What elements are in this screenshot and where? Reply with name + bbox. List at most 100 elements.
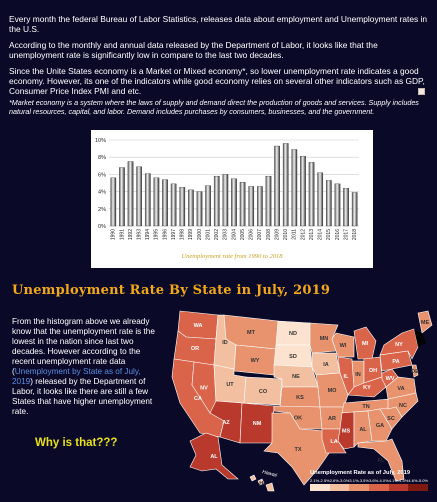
legend-range-label: 2.6%-3.0% — [329, 478, 350, 483]
y-tick-label: 10% — [95, 138, 106, 144]
state-label: ME — [421, 320, 430, 326]
x-tick-label: 1995 — [154, 229, 160, 240]
state-new-england[interactable] — [414, 329, 426, 347]
bar-1995 — [153, 177, 160, 227]
x-tick-label: 2011 — [292, 229, 298, 240]
intro-paragraph-1: Every month the federal Bureau of Labor … — [9, 14, 428, 34]
map-legend: Unemployment Rate as of July, 2019 2.1%-… — [310, 470, 429, 491]
state-label: ID — [222, 340, 228, 346]
x-tick-label: 1997 — [171, 229, 177, 240]
state-FL[interactable] — [357, 438, 405, 482]
legend-swatch — [408, 484, 429, 491]
state-label: IA — [323, 362, 329, 368]
bar-chart-svg: 0%2%4%6%8%10%1990 1991 1992 1993 1994 1995 199… — [95, 138, 359, 240]
state-label: AZ — [222, 420, 230, 426]
y-tick-label: 4% — [98, 190, 106, 196]
state-label: OH — [369, 368, 377, 374]
map-text-before: From the histogram above we already know… — [12, 317, 155, 376]
state-label: NE — [292, 374, 300, 380]
state-label: MT — [247, 330, 256, 336]
legend-swatch — [310, 484, 330, 491]
chart-caption: Unemployment rate from 1990 to 2018 — [181, 253, 283, 260]
x-tick-label: 1999 — [188, 229, 194, 240]
state-MI[interactable] — [353, 326, 377, 360]
state-label: FL — [378, 458, 385, 464]
x-tick-label: 2000 — [197, 229, 203, 240]
state-GA[interactable] — [367, 408, 393, 442]
bar-1991 — [119, 167, 125, 227]
bar-1990 — [110, 177, 117, 227]
y-tick-label: 2% — [98, 207, 106, 213]
bar-2015 — [326, 180, 332, 227]
why-question: Why is that??? — [35, 437, 118, 449]
state-WV[interactable] — [381, 368, 399, 388]
bar-2010 — [282, 143, 289, 227]
x-tick-label: 2014 — [318, 229, 324, 240]
state-label: IN — [355, 372, 361, 378]
legend-swatch — [349, 484, 370, 491]
bar-1997 — [170, 183, 177, 227]
state-labels: WA OR CA NV ID MT WY UT CO AZ NM ND SD NE KS OK TX MN IA MO… — [191, 320, 430, 487]
unemployment-histogram: 0% 2% 4% 6% 8% 10% 1990 1991 1992 1993 1994 1995 199… — [91, 130, 373, 268]
state-label: NM — [253, 421, 262, 427]
x-tick-label: 2008 — [266, 229, 272, 240]
state-ME[interactable] — [417, 310, 433, 334]
x-tick-label: 2010 — [283, 229, 289, 240]
state-AL[interactable] — [353, 410, 373, 448]
bar-2000 — [196, 191, 203, 227]
bar-2009 — [274, 145, 280, 227]
map-description: From the histogram above we already know… — [12, 317, 162, 417]
state-label: WY — [251, 358, 260, 364]
unemployment-by-state-link[interactable]: Unemployment by State as of July, 2019 — [12, 367, 141, 386]
bar-2004 — [231, 178, 237, 227]
state-label: UT — [226, 382, 234, 388]
state-NY[interactable] — [379, 328, 419, 360]
state-TX[interactable] — [263, 412, 333, 486]
state-alaska[interactable] — [189, 432, 239, 480]
state-label: HI — [259, 481, 265, 487]
x-tick-label: 2005 — [240, 229, 246, 240]
x-tick-label: 2018 — [352, 229, 358, 240]
bar-1993 — [136, 166, 142, 227]
bar-2006 — [248, 186, 255, 227]
state-label: AL — [210, 454, 218, 460]
bar-2012 — [300, 156, 306, 227]
bar-2008 — [265, 175, 272, 227]
intro-paragraph-2: According to the monthly and annual data… — [9, 40, 378, 60]
x-tick-label: 2003 — [223, 229, 229, 240]
intro-paragraph-3: Since the Unite States economy is a Mark… — [9, 66, 425, 96]
bar-2002 — [213, 175, 220, 227]
bar-2018 — [351, 192, 358, 227]
x-tick-label: 1993 — [137, 229, 143, 240]
state-WI[interactable] — [331, 332, 355, 358]
state-label: SC — [387, 416, 395, 422]
y-tick-label: 6% — [98, 172, 106, 178]
legend-swatch — [388, 484, 409, 491]
state-label: KS — [296, 395, 304, 401]
us-state-map: WA OR CA NV ID MT WY UT CO AZ NM ND SD NE KS OK TX MN IA MO… — [171, 310, 433, 492]
bar-1994 — [144, 173, 151, 227]
state-label: NC — [399, 403, 407, 409]
bar-2001 — [205, 185, 211, 227]
bar-2013 — [308, 162, 315, 227]
state-HI[interactable] — [249, 474, 275, 492]
bar-2014 — [317, 172, 324, 227]
hawaii-label: Hawaii — [261, 469, 278, 479]
x-tick-label: 1996 — [162, 229, 168, 240]
x-tick-label: 1998 — [180, 229, 186, 240]
x-tick-label: 1991 — [119, 229, 125, 240]
map-text-after: ) released by the Department of Labor, i… — [12, 377, 153, 416]
state-label: NV — [200, 386, 208, 392]
x-tick-label: 2001 — [205, 229, 211, 240]
intro-section: Every month the federal Bureau of Labor … — [9, 14, 429, 122]
state-DE[interactable] — [411, 364, 419, 378]
state-label: WV — [386, 376, 395, 382]
bar-1998 — [179, 187, 186, 227]
state-label: OR — [191, 346, 199, 352]
bar-2011 — [291, 149, 298, 227]
y-tick-label: 8% — [98, 155, 106, 161]
bar-1999 — [188, 189, 194, 227]
x-tick-label: 2007 — [257, 229, 263, 240]
state-label: IL — [344, 374, 350, 380]
